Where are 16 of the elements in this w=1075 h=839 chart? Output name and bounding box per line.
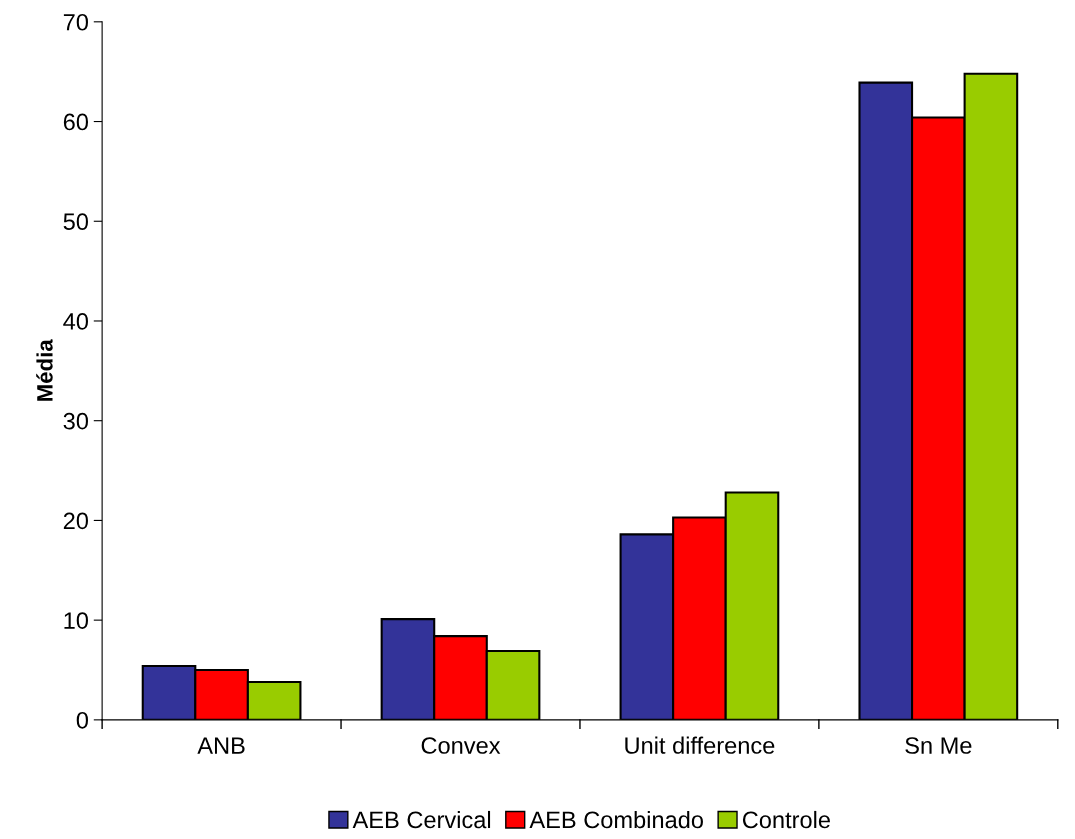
y-tick-label: 60	[63, 113, 89, 131]
legend-label: Controle	[742, 810, 830, 829]
y-tick-label: 70	[63, 13, 89, 31]
y-axis-title: Média	[36, 339, 53, 401]
y-tick-label: 40	[63, 313, 89, 330]
x-tick-label: ANB	[197, 737, 245, 754]
legend-label: AEB Cervical	[352, 810, 491, 829]
y-tick-label: 0	[76, 711, 89, 729]
y-tick-label: 30	[63, 412, 89, 430]
legend-label: AEB Combinado	[529, 810, 703, 829]
x-tick-label: Convex	[421, 737, 501, 754]
x-tick-label: Unit difference	[625, 736, 775, 754]
x-tick-label: Sn Me	[905, 737, 972, 754]
y-tick-label: 50	[63, 213, 89, 231]
y-tick-label: 10	[64, 612, 89, 629]
y-tick-label: 20	[63, 512, 89, 530]
